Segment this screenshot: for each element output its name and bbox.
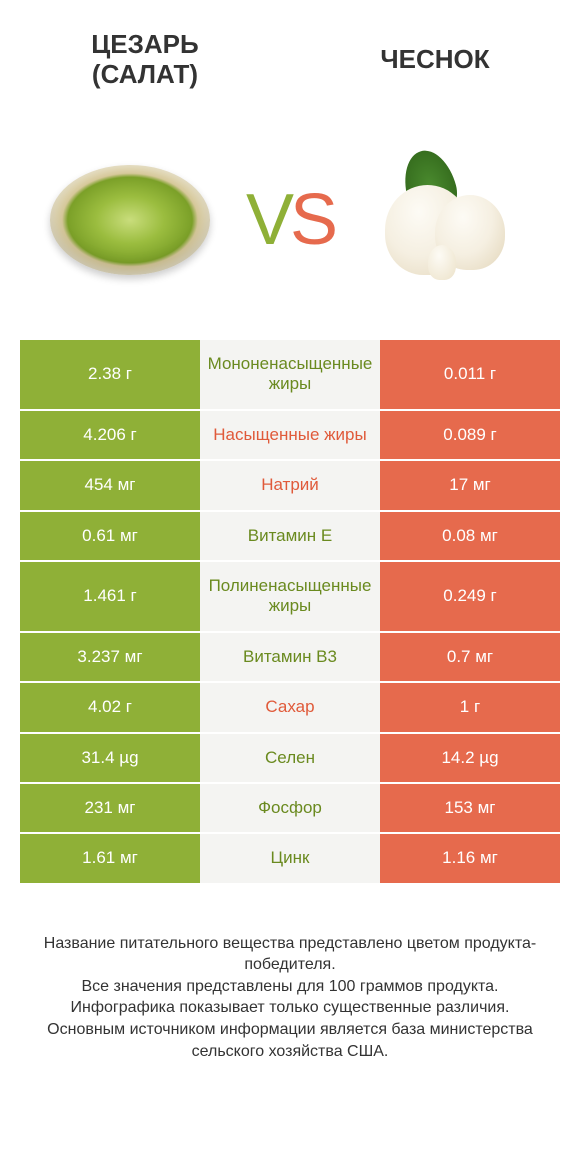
versus-area: VS	[0, 120, 580, 320]
garlic-icon	[380, 155, 520, 285]
cell-mid: Насыщенные жиры	[200, 411, 380, 459]
cell-mid: Цинк	[200, 834, 380, 882]
cell-left: 2.38 г	[20, 340, 200, 409]
vs-v-letter: V	[246, 180, 290, 260]
table-row: 1.61 мг Цинк 1.16 мг	[20, 832, 560, 882]
cell-left: 31.4 µg	[20, 734, 200, 782]
cell-mid: Сахар	[200, 683, 380, 731]
footer-line4: Основным источником информации является …	[20, 1019, 560, 1062]
cell-left: 454 мг	[20, 461, 200, 509]
cell-left: 3.237 мг	[20, 633, 200, 681]
vs-text: VS	[246, 179, 334, 261]
table-row: 4.206 г Насыщенные жиры 0.089 г	[20, 409, 560, 459]
cell-right: 0.011 г	[380, 340, 560, 409]
title-left-line1: ЦЕЗАРЬ	[10, 30, 280, 60]
table-row: 454 мг Натрий 17 мг	[20, 459, 560, 509]
cell-mid: Селен	[200, 734, 380, 782]
salad-icon	[50, 165, 210, 275]
cell-left: 4.02 г	[20, 683, 200, 731]
cell-mid: Витамин E	[200, 512, 380, 560]
title-left: ЦЕЗАРЬ (САЛАТ)	[0, 30, 290, 90]
footer-line3: Инфографика показывает только существенн…	[20, 997, 560, 1019]
table-row: 31.4 µg Селен 14.2 µg	[20, 732, 560, 782]
cell-right: 0.249 г	[380, 562, 560, 631]
header: ЦЕЗАРЬ (САЛАТ) ЧЕСНОК	[0, 0, 580, 120]
footer: Название питательного вещества представл…	[20, 933, 560, 1063]
cell-mid: Натрий	[200, 461, 380, 509]
cell-mid: Фосфор	[200, 784, 380, 832]
cell-right: 14.2 µg	[380, 734, 560, 782]
food-image-right	[365, 145, 535, 295]
cell-right: 17 мг	[380, 461, 560, 509]
table-row: 231 мг Фосфор 153 мг	[20, 782, 560, 832]
table-row: 1.461 г Полиненасыщенные жиры 0.249 г	[20, 560, 560, 631]
food-image-left	[45, 145, 215, 295]
table-row: 2.38 г Мононенасыщенные жиры 0.011 г	[20, 340, 560, 409]
cell-right: 153 мг	[380, 784, 560, 832]
footer-line2: Все значения представлены для 100 граммо…	[20, 976, 560, 998]
cell-mid: Витамин B3	[200, 633, 380, 681]
cell-mid: Мононенасыщенные жиры	[200, 340, 380, 409]
cell-left: 1.461 г	[20, 562, 200, 631]
table-row: 4.02 г Сахар 1 г	[20, 681, 560, 731]
title-left-line2: (САЛАТ)	[10, 60, 280, 90]
cell-left: 231 мг	[20, 784, 200, 832]
table-row: 3.237 мг Витамин B3 0.7 мг	[20, 631, 560, 681]
title-right: ЧЕСНОК	[290, 45, 580, 75]
cell-left: 1.61 мг	[20, 834, 200, 882]
cell-right: 1 г	[380, 683, 560, 731]
table-row: 0.61 мг Витамин E 0.08 мг	[20, 510, 560, 560]
vs-s-letter: S	[290, 180, 334, 260]
cell-left: 0.61 мг	[20, 512, 200, 560]
cell-right: 1.16 мг	[380, 834, 560, 882]
cell-right: 0.089 г	[380, 411, 560, 459]
cell-mid: Полиненасыщенные жиры	[200, 562, 380, 631]
cell-right: 0.7 мг	[380, 633, 560, 681]
comparison-table: 2.38 г Мононенасыщенные жиры 0.011 г 4.2…	[20, 340, 560, 883]
cell-left: 4.206 г	[20, 411, 200, 459]
cell-right: 0.08 мг	[380, 512, 560, 560]
footer-line1: Название питательного вещества представл…	[20, 933, 560, 976]
